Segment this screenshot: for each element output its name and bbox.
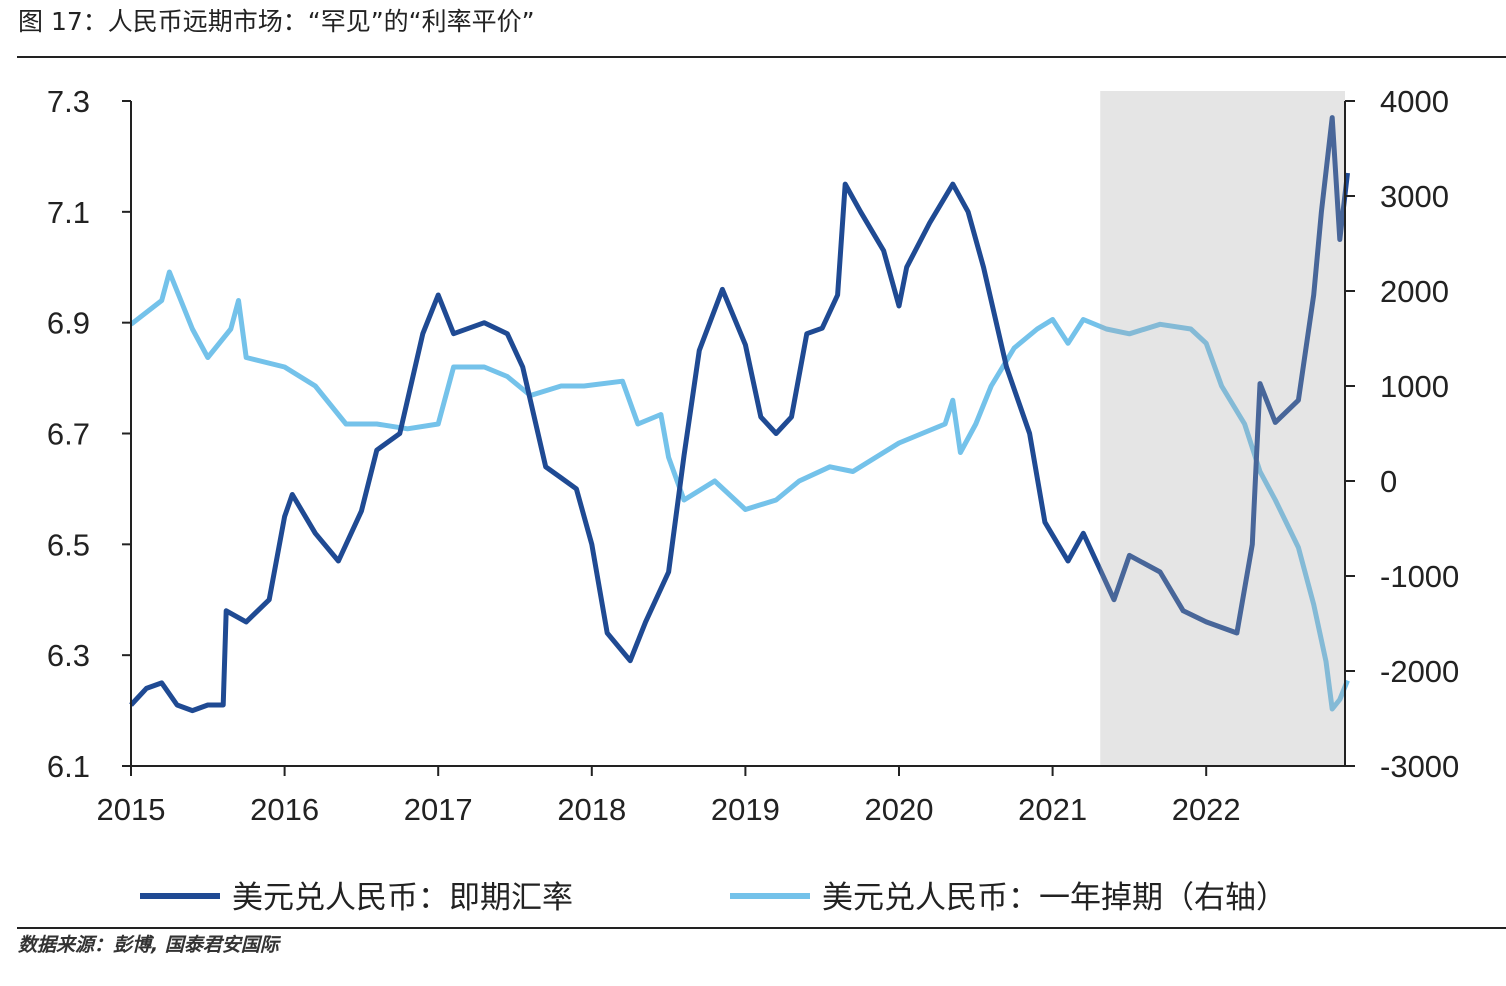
x-tick-label: 2015 <box>97 792 166 827</box>
right-tick-label: 3000 <box>1380 179 1449 214</box>
left-tick-label: 6.7 <box>47 417 90 452</box>
source-note: 数据来源：彭博, 国泰君安国际 <box>18 934 279 956</box>
x-tick-label: 2018 <box>557 792 626 827</box>
left-tick-label: 7.1 <box>47 195 90 230</box>
title-rule <box>17 56 1506 58</box>
right-tick-label: 4000 <box>1380 84 1449 119</box>
x-tick-label: 2019 <box>711 792 780 827</box>
shaded-region <box>1100 91 1345 766</box>
right-tick-label: -2000 <box>1380 654 1459 689</box>
series-line-swap <box>129 269 1350 712</box>
x-tick-label: 2016 <box>250 792 319 827</box>
x-tick-label: 2017 <box>404 792 473 827</box>
figure-title: 图 17：人民币远期市场：“罕见”的“利率平价” <box>18 7 535 36</box>
series-line-spot <box>129 115 1350 714</box>
right-tick-label: 1000 <box>1380 369 1449 404</box>
left-tick-label: 6.3 <box>47 638 90 673</box>
right-tick-label: -1000 <box>1380 559 1459 594</box>
left-tick-label: 6.5 <box>47 527 90 562</box>
right-tick-label: 2000 <box>1380 274 1449 309</box>
right-tick-label: -3000 <box>1380 749 1459 784</box>
x-tick-label: 2022 <box>1172 792 1241 827</box>
left-tick-label: 6.9 <box>47 306 90 341</box>
left-tick-label: 6.1 <box>47 749 90 784</box>
right-tick-label: 0 <box>1380 464 1397 499</box>
legend-label-spot: 美元兑人民币：即期汇率 <box>232 880 573 916</box>
left-tick-label: 7.3 <box>47 84 90 119</box>
x-tick-label: 2020 <box>865 792 934 827</box>
legend-label-swap: 美元兑人民币：一年掉期（右轴） <box>822 880 1287 916</box>
x-tick-label: 2021 <box>1018 792 1087 827</box>
source-rule <box>17 927 1506 929</box>
